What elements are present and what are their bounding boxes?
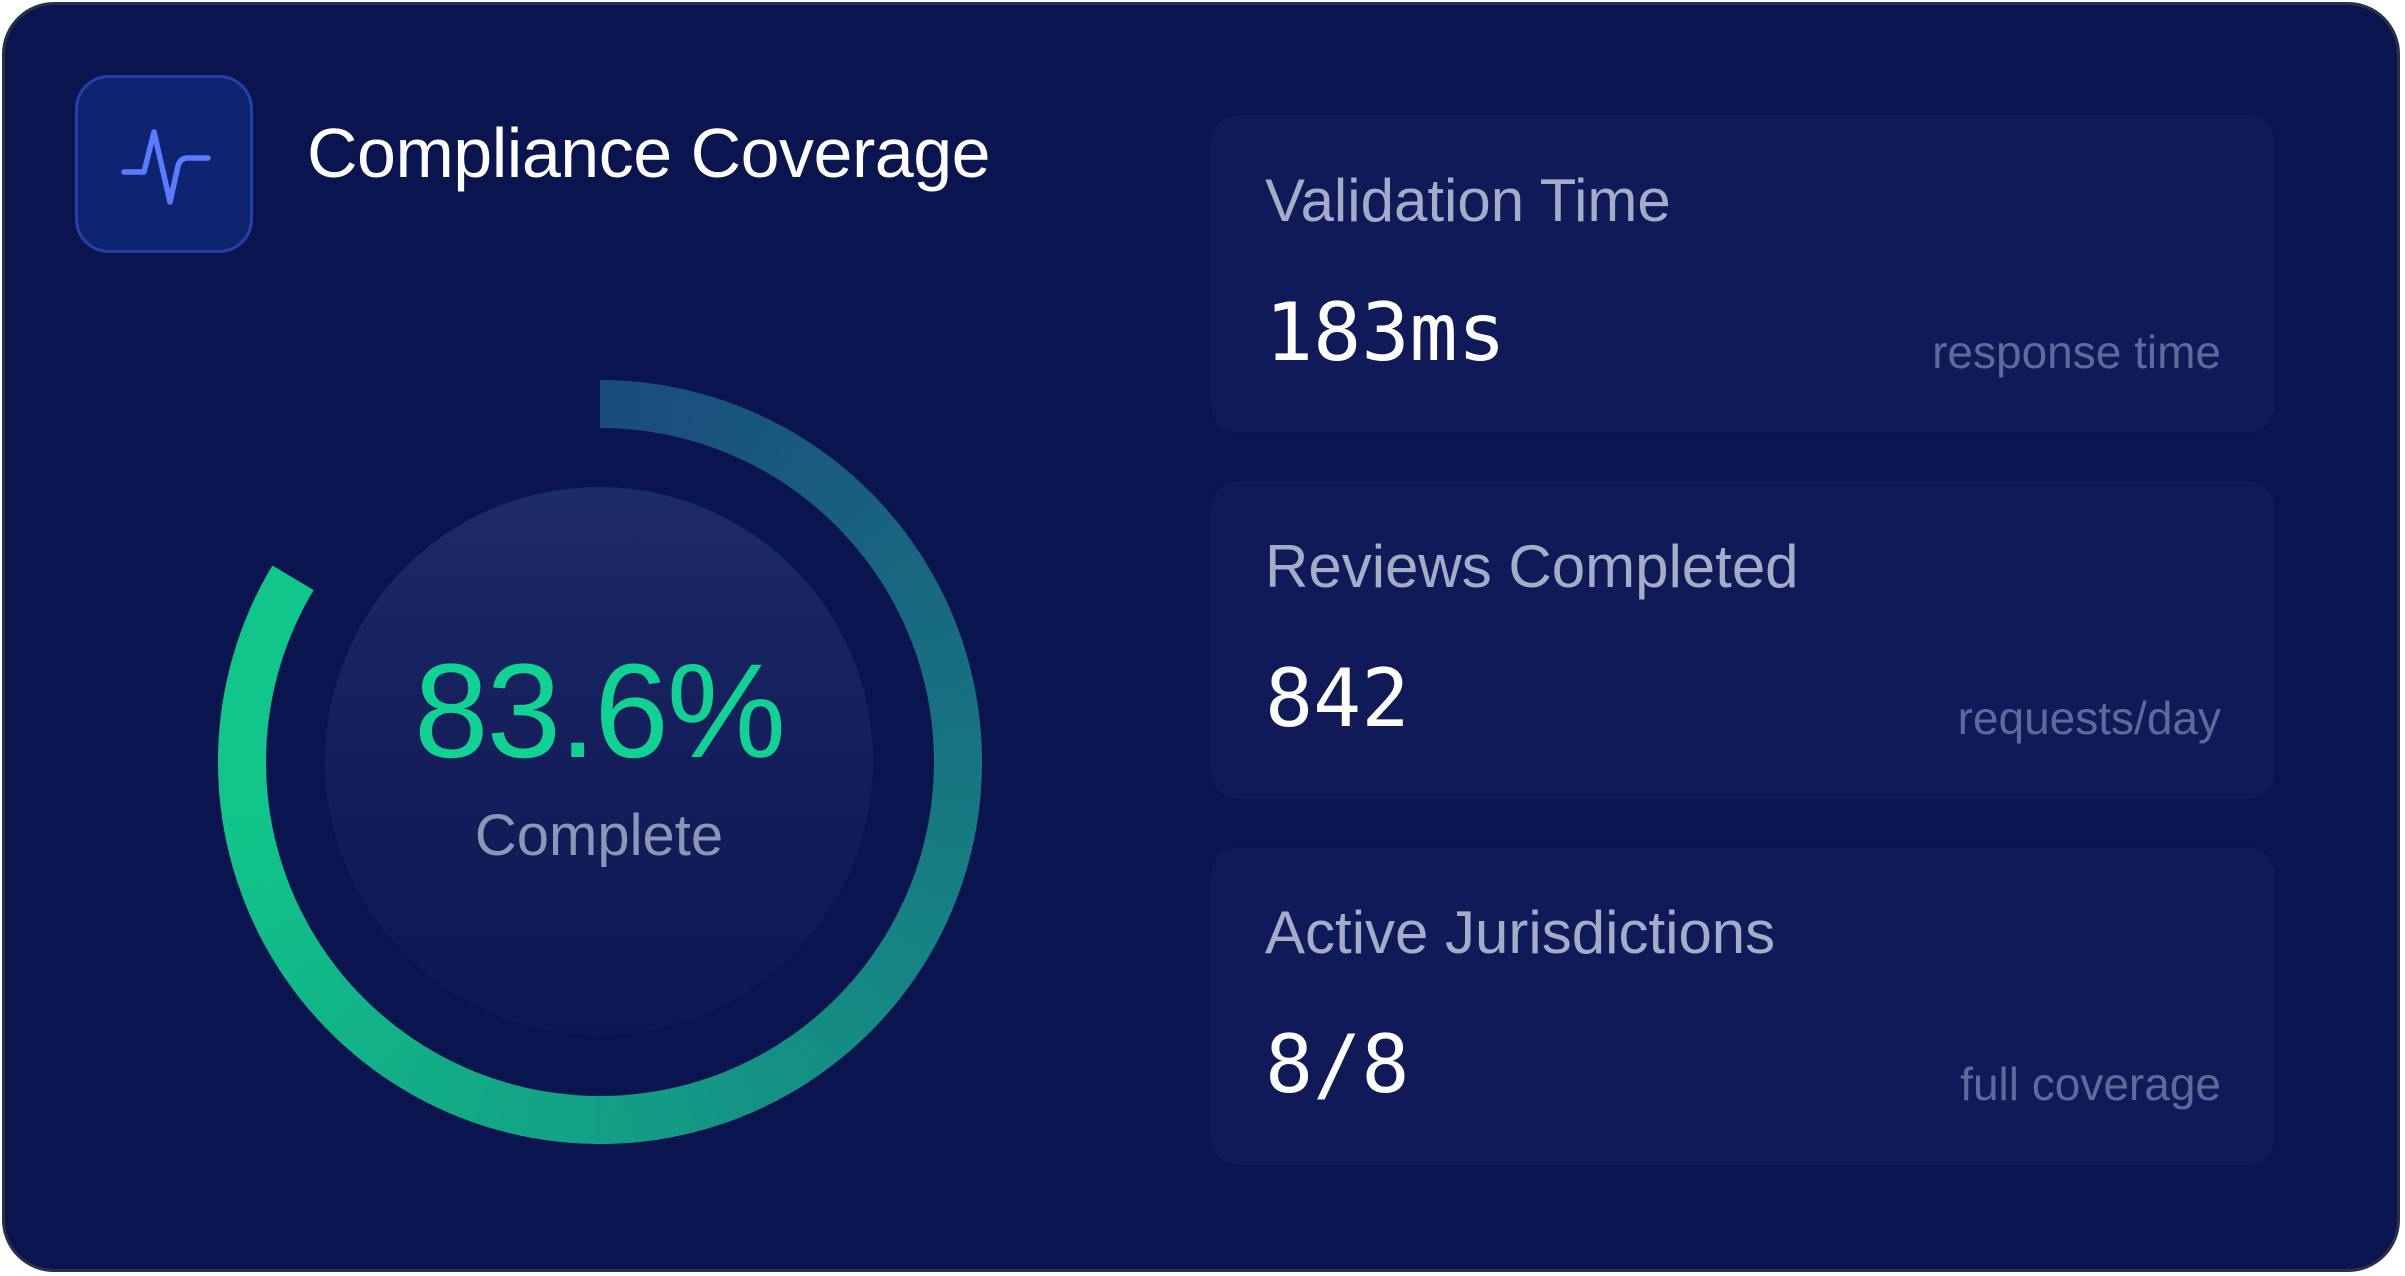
gauge-arc-segment — [266, 565, 314, 600]
coverage-label: Complete — [474, 803, 724, 868]
stat-caption: full coverage — [1960, 1058, 2221, 1110]
stat-value: 183ms — [1265, 286, 1506, 379]
stat-value: 8/8 — [1265, 1018, 1410, 1111]
card-title: Compliance Coverage — [307, 114, 991, 192]
stat-label: Validation Time — [1265, 167, 1671, 234]
coverage-gauge — [218, 380, 983, 1144]
stat-card-active-jurisdictions: Active Jurisdictions 8/8 full coverage — [1211, 847, 2275, 1165]
stat-label: Active Jurisdictions — [1265, 899, 1776, 966]
stat-card-reviews-completed: Reviews Completed 842 requests/day — [1211, 481, 2275, 799]
stat-label: Reviews Completed — [1265, 533, 1799, 600]
gauge-center-disc — [325, 487, 873, 1035]
stat-card-validation-time: Validation Time 183ms response time — [1211, 115, 2275, 433]
stat-value: 842 — [1265, 652, 1410, 745]
stat-caption: requests/day — [1957, 692, 2221, 744]
stat-caption: response time — [1932, 326, 2221, 378]
activity-pulse-icon — [121, 129, 211, 205]
coverage-percentage: 83.6% — [414, 637, 786, 786]
activity-icon-container — [75, 75, 253, 253]
